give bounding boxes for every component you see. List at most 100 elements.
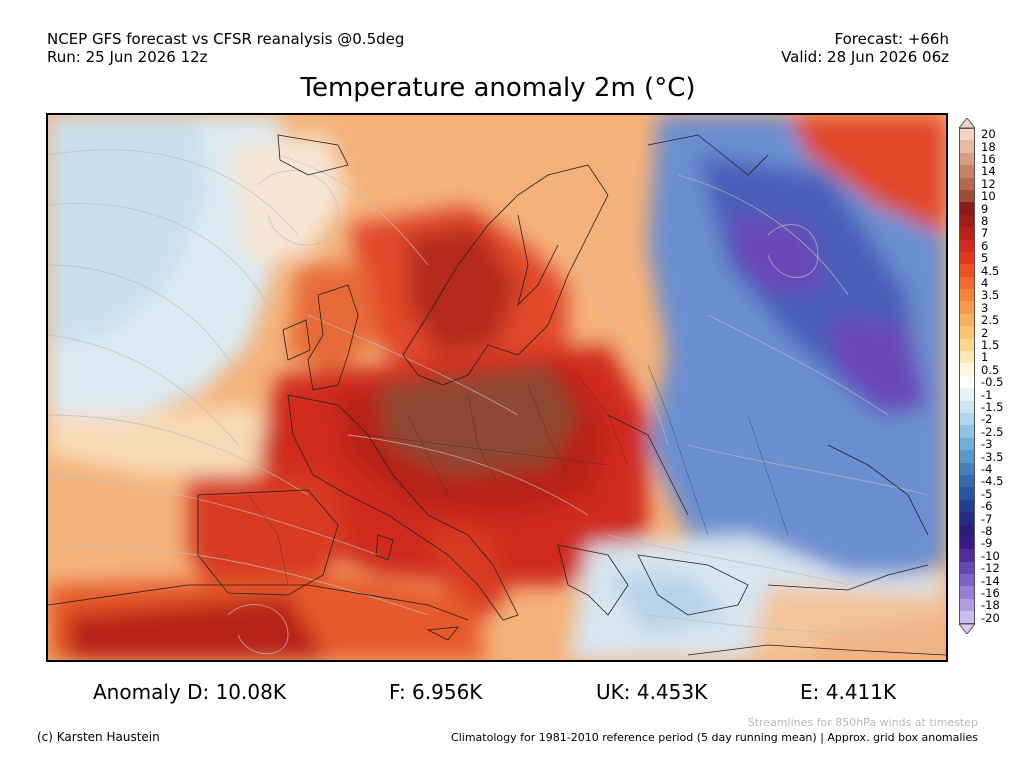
colorbar-tick-label: -20 bbox=[981, 610, 1000, 625]
anomaly-spain: E: 4.411K bbox=[800, 680, 897, 704]
streamlines-note: Streamlines for 850hPa winds at timestep bbox=[747, 716, 978, 729]
colorbar-cell bbox=[959, 524, 975, 537]
colorbar-tick-label: 12 bbox=[981, 176, 996, 191]
colorbar-cell bbox=[959, 202, 975, 215]
streamlines bbox=[48, 149, 929, 655]
colorbar-tick-label: 4.5 bbox=[981, 263, 1000, 278]
colorbar-tick-label: 3 bbox=[981, 300, 989, 315]
colorbar-tick-label: -3 bbox=[981, 437, 993, 452]
colorbar-cell bbox=[959, 388, 975, 401]
colorbar-cell bbox=[959, 140, 975, 153]
anomaly-germany: Anomaly D: 10.08K bbox=[93, 680, 286, 704]
colorbar-cell bbox=[959, 289, 975, 302]
colorbar-tick-label: -4.5 bbox=[981, 474, 1004, 489]
colorbar-cell bbox=[959, 165, 975, 178]
coastlines bbox=[48, 134, 946, 656]
colorbar-cell bbox=[959, 437, 975, 451]
colorbar-tick-label: 2 bbox=[981, 325, 989, 340]
colorbar-cell bbox=[959, 549, 975, 562]
colorbar: 20 18 16 14 12 10 9 8 7 6 5 4.5 4 3.5 3 2.5 2 1.5 1 0.5 -0.5… bbox=[959, 118, 1003, 634]
map-graphic bbox=[48, 115, 946, 660]
colorbar-tick-label: 10 bbox=[981, 189, 996, 204]
borders bbox=[247, 364, 789, 586]
colorbar-cell bbox=[959, 351, 975, 364]
colorbar-tick-label: 18 bbox=[981, 139, 996, 154]
run-line: Run: 25 Jun 2026 12z bbox=[47, 48, 208, 66]
colorbar-tick-label: -8 bbox=[981, 524, 993, 538]
colorbar-cell bbox=[959, 450, 975, 463]
colorbar-tick-label: 16 bbox=[981, 152, 996, 166]
country-anomalies: Anomaly D: 10.08K F: 6.956K UK: 4.453K E… bbox=[0, 680, 1024, 706]
colorbar-tick-label: 2.5 bbox=[981, 313, 1000, 328]
colorbar-tick-label: -1.5 bbox=[981, 400, 1004, 414]
anomaly-map bbox=[46, 113, 948, 662]
colorbar-tick-label: 7 bbox=[981, 226, 989, 241]
colorbar-tick-label: -5 bbox=[981, 486, 993, 501]
valid-line: Valid: 28 Jun 2026 06z bbox=[781, 48, 949, 66]
colorbar-tick-label: -6 bbox=[981, 499, 993, 514]
colorbar-cell bbox=[959, 598, 975, 612]
forecast-line: Forecast: +66h bbox=[834, 30, 949, 48]
colorbar-cell bbox=[959, 239, 975, 252]
colorbar-cell bbox=[959, 561, 975, 575]
anomaly-uk: UK: 4.453K bbox=[596, 680, 708, 704]
colorbar-tick-label: 20 bbox=[981, 127, 996, 142]
colorbar-cell bbox=[959, 276, 975, 290]
colorbar-tick-label: 3.5 bbox=[981, 288, 1000, 303]
colorbar-cell bbox=[959, 611, 975, 624]
colorbar-tick-label: 8 bbox=[981, 214, 989, 228]
anomaly-france: F: 6.956K bbox=[389, 680, 483, 704]
colorbar-tick-label: 14 bbox=[981, 164, 996, 179]
colorbar-cell bbox=[959, 474, 975, 488]
map-title: Temperature anomaly 2m (°C) bbox=[300, 73, 696, 103]
colorbar-cell bbox=[959, 512, 975, 525]
colorbar-cell bbox=[959, 375, 975, 389]
colorbar-cell bbox=[959, 574, 975, 587]
colorbar-cell bbox=[959, 326, 975, 339]
colorbar-cell bbox=[959, 462, 975, 475]
colorbar-cell bbox=[959, 251, 975, 265]
colorbar-tick-label: -10 bbox=[981, 548, 1000, 563]
colorbar-tick-label: -1 bbox=[981, 387, 993, 402]
colorbar-tick-label: -16 bbox=[981, 586, 1000, 600]
header-left: NCEP GFS forecast vs CFSR reanalysis @0.… bbox=[47, 30, 404, 66]
colorbar-tick-label: -0.5 bbox=[981, 375, 1004, 390]
colorbar-top-arrow bbox=[959, 118, 975, 128]
colorbar-cell bbox=[959, 338, 975, 352]
colorbar-tick-label: 1 bbox=[981, 350, 989, 365]
colorbar-tick-label: -4 bbox=[981, 462, 993, 476]
colorbar-cell bbox=[959, 412, 975, 426]
colorbar-tick-label: -14 bbox=[981, 573, 1000, 588]
colorbar-cell bbox=[959, 177, 975, 190]
colorbar-bottom-arrow bbox=[959, 624, 975, 634]
colorbar-cell bbox=[959, 189, 975, 203]
colorbar-tick-label: -2.5 bbox=[981, 424, 1004, 439]
colorbar-cell bbox=[959, 152, 975, 166]
colorbar-cells bbox=[959, 128, 975, 624]
copyright: (c) Karsten Haustein bbox=[37, 730, 160, 744]
colorbar-cell bbox=[959, 400, 975, 413]
colorbar-cell bbox=[959, 301, 975, 314]
colorbar-cell bbox=[959, 363, 975, 376]
colorbar-cell bbox=[959, 313, 975, 327]
colorbar-tick-label: -9 bbox=[981, 536, 993, 551]
colorbar-tick-label: -7 bbox=[981, 511, 993, 526]
colorbar-tick-label: 6 bbox=[981, 238, 989, 253]
colorbar-cell bbox=[959, 586, 975, 599]
model-line: NCEP GFS forecast vs CFSR reanalysis @0.… bbox=[47, 30, 405, 48]
colorbar-cell bbox=[959, 487, 975, 500]
colorbar-cell bbox=[959, 425, 975, 438]
colorbar-tick-label: -18 bbox=[981, 598, 1000, 613]
colorbar-cell bbox=[959, 499, 975, 513]
colorbar-tick-label: 1.5 bbox=[981, 338, 1000, 352]
colorbar-tick-label: 5 bbox=[981, 251, 989, 266]
colorbar-cell bbox=[959, 128, 975, 141]
colorbar-tick-label: 4 bbox=[981, 276, 989, 290]
header-right: Forecast: +66h Valid: 28 Jun 2026 06z bbox=[781, 30, 949, 66]
colorbar-cell bbox=[959, 227, 975, 240]
colorbar-tick-label: -3.5 bbox=[981, 449, 1004, 464]
colorbar-cell bbox=[959, 214, 975, 228]
colorbar-tick-label: -2 bbox=[981, 412, 993, 427]
colorbar-tick-label: -12 bbox=[981, 561, 1000, 576]
colorbar-tick-label: 0.5 bbox=[981, 362, 1000, 377]
